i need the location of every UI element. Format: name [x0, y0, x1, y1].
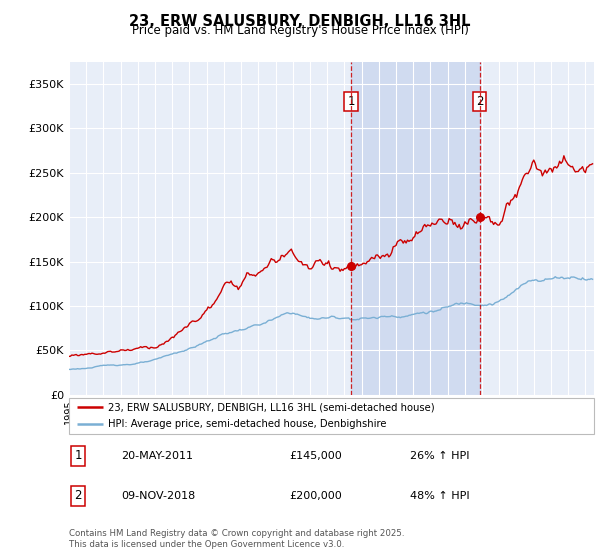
Text: 23, ERW SALUSBURY, DENBIGH, LL16 3HL: 23, ERW SALUSBURY, DENBIGH, LL16 3HL [129, 14, 471, 29]
Text: £200,000: £200,000 [290, 491, 342, 501]
Text: 23, ERW SALUSBURY, DENBIGH, LL16 3HL (semi-detached house): 23, ERW SALUSBURY, DENBIGH, LL16 3HL (se… [109, 403, 435, 412]
Text: 09-NOV-2018: 09-NOV-2018 [121, 491, 196, 501]
Text: 2: 2 [476, 95, 484, 108]
Text: £145,000: £145,000 [290, 451, 342, 461]
Text: 48% ↑ HPI: 48% ↑ HPI [410, 491, 470, 501]
Text: 26% ↑ HPI: 26% ↑ HPI [410, 451, 470, 461]
FancyBboxPatch shape [69, 398, 594, 434]
Text: 2: 2 [74, 489, 82, 502]
Bar [351, 62, 480, 395]
Text: Price paid vs. HM Land Registry's House Price Index (HPI): Price paid vs. HM Land Registry's House … [131, 24, 469, 37]
Text: HPI: Average price, semi-detached house, Denbighshire: HPI: Average price, semi-detached house,… [109, 419, 387, 429]
Text: 20-MAY-2011: 20-MAY-2011 [121, 451, 193, 461]
Text: Contains HM Land Registry data © Crown copyright and database right 2025.
This d: Contains HM Land Registry data © Crown c… [69, 529, 404, 549]
Text: 1: 1 [347, 95, 355, 108]
Text: 1: 1 [74, 449, 82, 463]
